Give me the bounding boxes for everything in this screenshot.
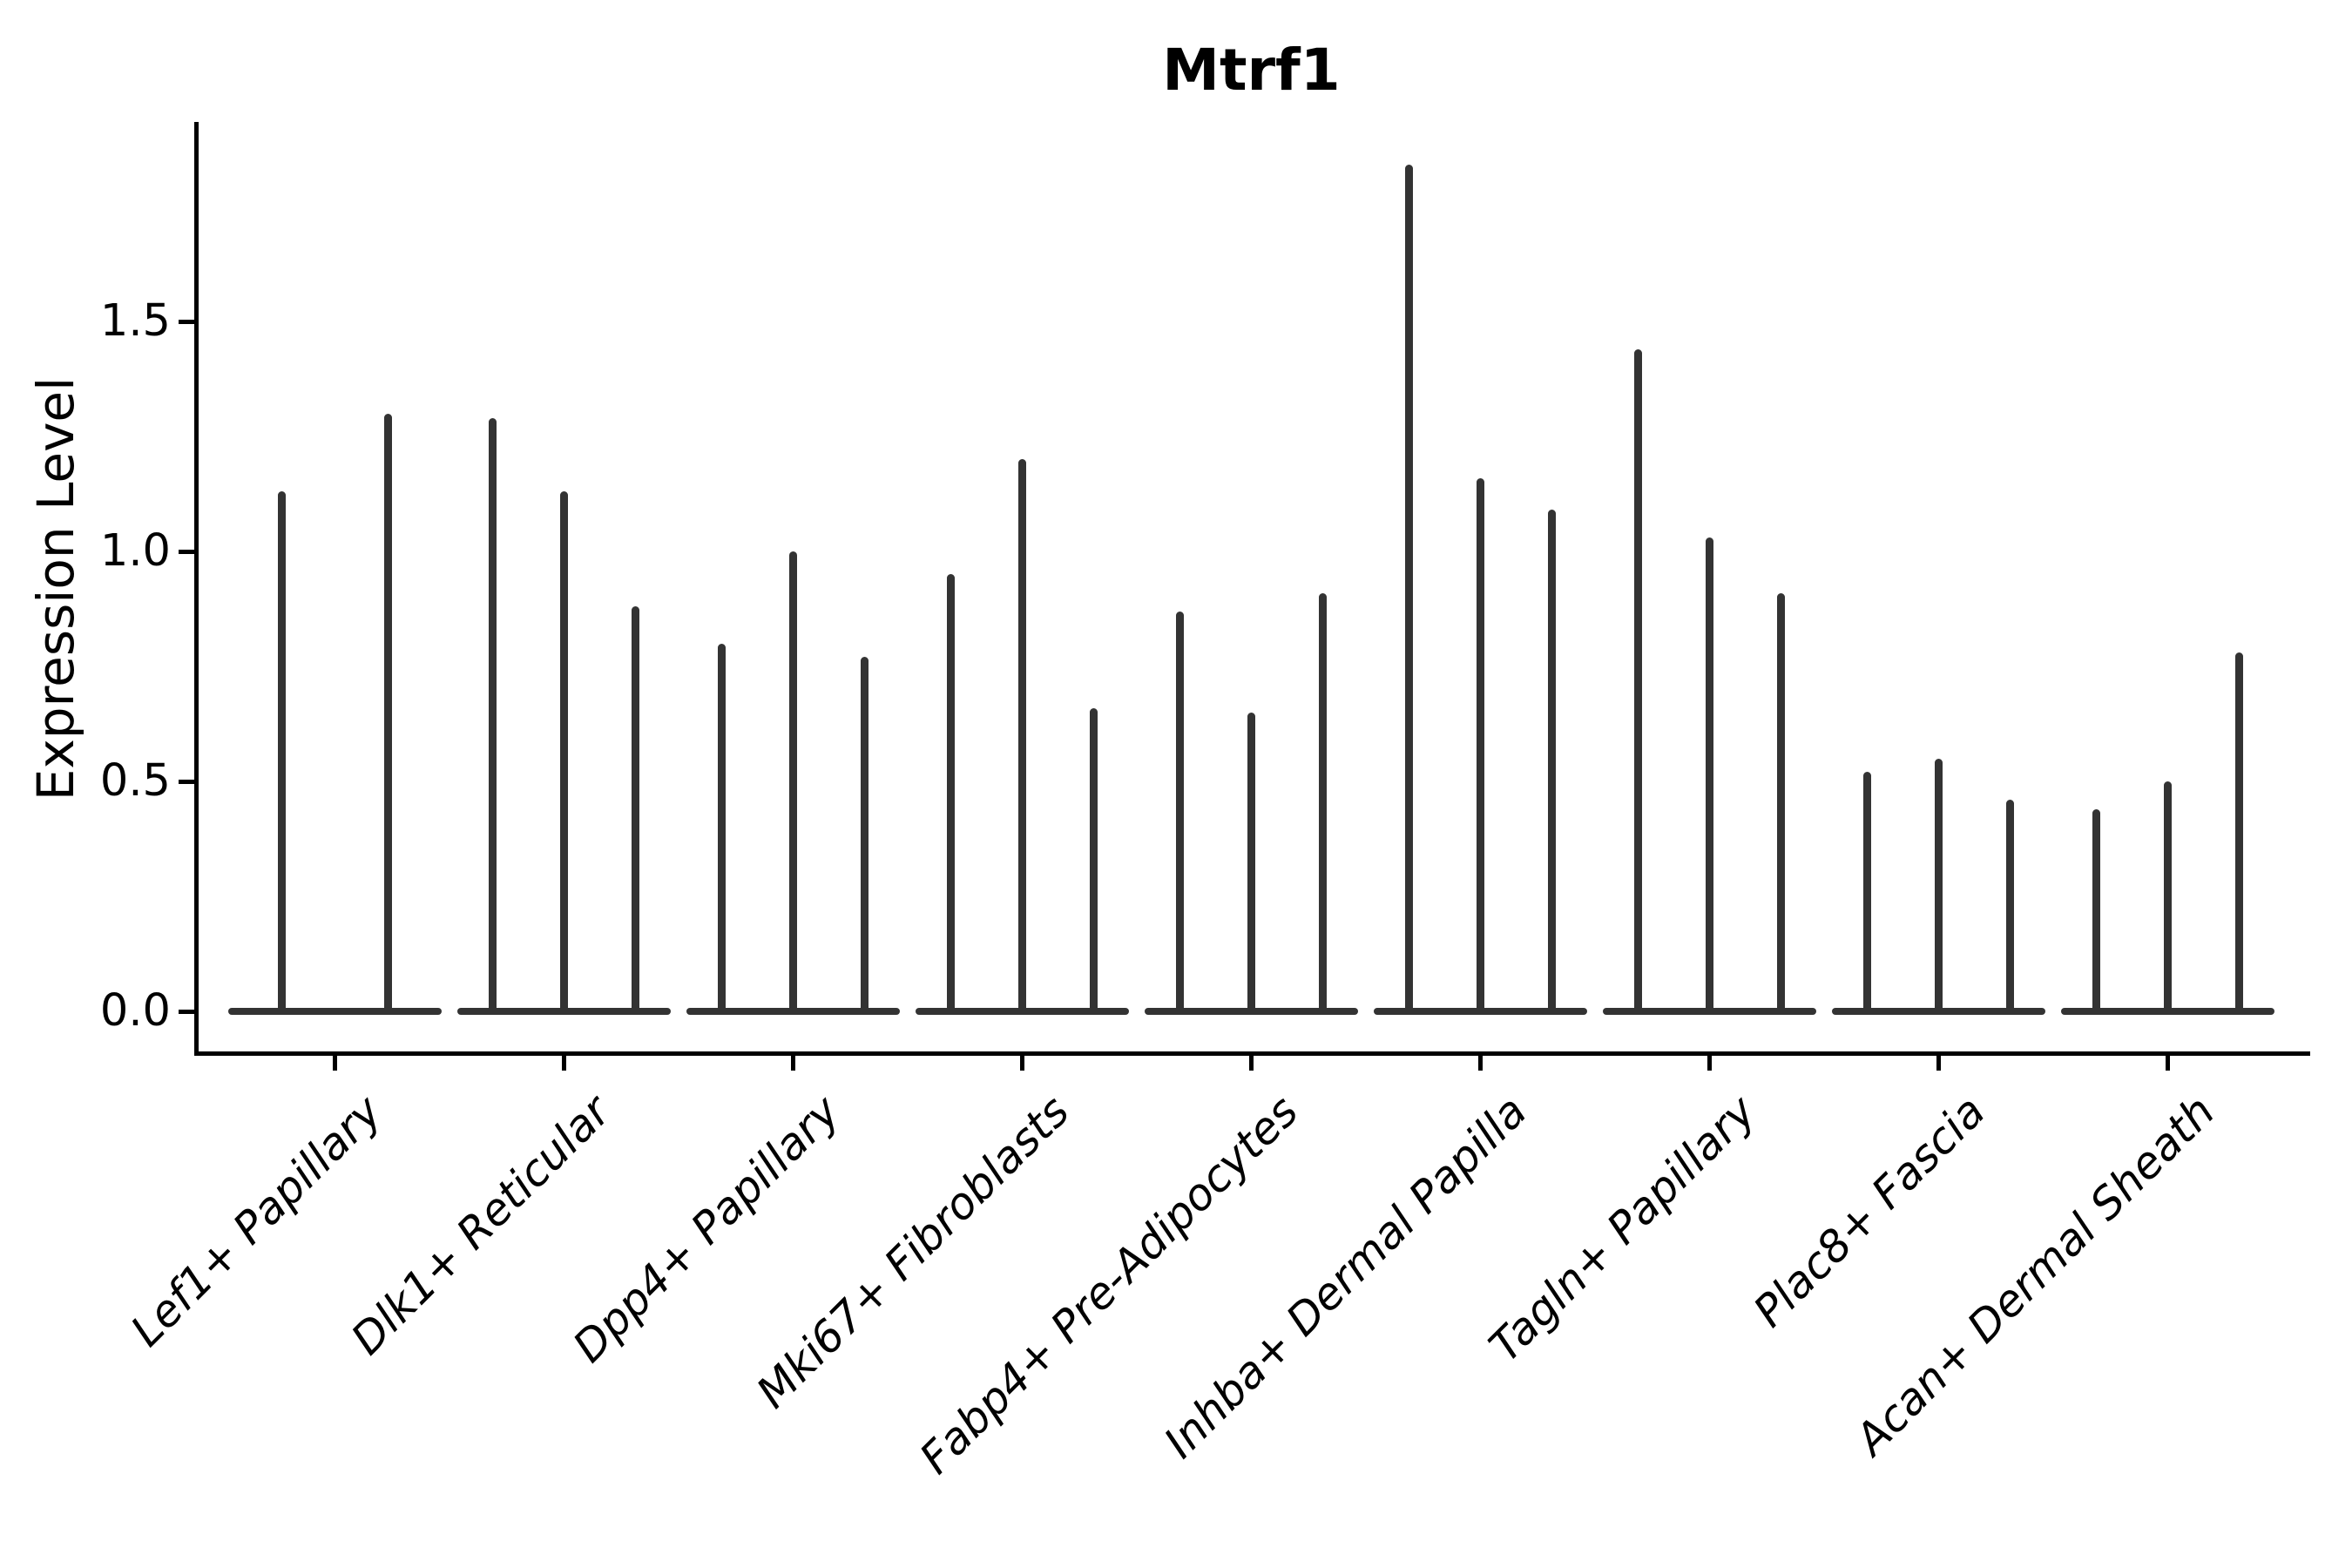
violin-spike xyxy=(1247,712,1255,1011)
violin-spike xyxy=(277,491,286,1011)
violin-spike xyxy=(489,417,497,1011)
x-tick-mark xyxy=(1707,1056,1712,1071)
violin-spike xyxy=(384,413,393,1011)
x-tick-mark xyxy=(562,1056,566,1071)
violin-spike xyxy=(631,606,639,1011)
y-tick-label: 1.0 xyxy=(99,525,171,577)
violin-base xyxy=(457,1008,671,1015)
violin-base xyxy=(228,1008,442,1015)
y-tick-mark xyxy=(179,1009,194,1014)
x-tick-label: Lef1+ Papillary xyxy=(120,1085,392,1356)
y-tick-label: 1.5 xyxy=(99,295,171,347)
y-tick-mark xyxy=(179,319,194,324)
y-tick-mark xyxy=(179,779,194,784)
violin-base xyxy=(2061,1008,2274,1015)
x-tick-mark xyxy=(333,1056,337,1071)
y-tick-label: 0.0 xyxy=(99,985,171,1037)
y-axis-label: Expression Level xyxy=(26,376,85,801)
violin-spike xyxy=(1634,348,1643,1011)
violin-spike xyxy=(1405,165,1414,1011)
violin-spike xyxy=(1089,707,1098,1011)
violin-spike xyxy=(789,551,797,1011)
x-tick-mark xyxy=(2166,1056,2170,1071)
violin-spike xyxy=(2092,808,2101,1011)
violin-base xyxy=(1374,1008,1587,1015)
y-tick-label: 0.5 xyxy=(99,755,171,807)
x-tick-mark xyxy=(1936,1056,1941,1071)
violin-base xyxy=(1603,1008,1816,1015)
violin-spike xyxy=(1776,592,1785,1011)
y-tick-mark xyxy=(179,549,194,554)
chart-title: Mtrf1 xyxy=(1162,37,1341,104)
violin-spike xyxy=(2005,800,2014,1011)
violin-base xyxy=(916,1008,1129,1015)
x-tick-label: Fabp4+ Pre-Adipocytes xyxy=(909,1085,1308,1484)
violin-base xyxy=(1832,1008,2045,1015)
violin-spike xyxy=(1863,772,1872,1011)
violin-spike xyxy=(1477,477,1484,1011)
violin-spike xyxy=(2234,652,2243,1011)
violin-spike xyxy=(1318,592,1327,1011)
violin-spike xyxy=(1706,537,1713,1011)
violin-spike xyxy=(860,657,868,1011)
x-tick-label: Plac8+ Fascia xyxy=(1744,1085,1996,1337)
x-tick-mark xyxy=(791,1056,795,1071)
x-tick-mark xyxy=(1020,1056,1024,1071)
violin-base xyxy=(1145,1008,1358,1015)
violin-spike xyxy=(1547,510,1556,1011)
x-tick-mark xyxy=(1478,1056,1483,1071)
y-axis-spine xyxy=(194,122,199,1056)
violin-base xyxy=(686,1008,900,1015)
violin-spike xyxy=(1176,611,1185,1011)
violin-spike xyxy=(2164,781,2172,1011)
x-axis-spine xyxy=(194,1051,2310,1056)
violin-spike xyxy=(947,574,956,1011)
violin-spike xyxy=(718,643,727,1011)
x-tick-mark xyxy=(1249,1056,1254,1071)
violin-spike xyxy=(560,491,568,1011)
violin-spike xyxy=(1935,758,1943,1011)
violin-spike xyxy=(1018,459,1026,1011)
